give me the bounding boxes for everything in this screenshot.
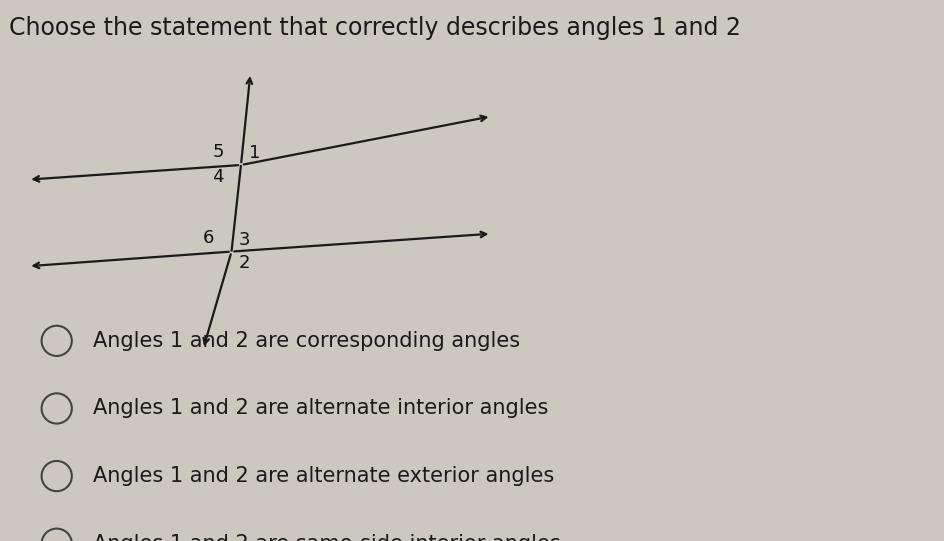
Text: Angles 1 and 2 are corresponding angles: Angles 1 and 2 are corresponding angles — [93, 331, 519, 351]
Text: 6: 6 — [203, 229, 214, 247]
Text: 3: 3 — [239, 231, 250, 249]
Text: 2: 2 — [239, 254, 250, 272]
Text: Choose the statement that correctly describes angles 1 and 2: Choose the statement that correctly desc… — [9, 16, 740, 40]
Text: Angles 1 and 2 are same-side interior angles: Angles 1 and 2 are same-side interior an… — [93, 534, 560, 541]
Text: 5: 5 — [212, 143, 224, 161]
Text: 4: 4 — [212, 168, 224, 186]
Text: Angles 1 and 2 are alternate interior angles: Angles 1 and 2 are alternate interior an… — [93, 399, 548, 418]
Text: 1: 1 — [248, 144, 260, 162]
Text: Angles 1 and 2 are alternate exterior angles: Angles 1 and 2 are alternate exterior an… — [93, 466, 553, 486]
